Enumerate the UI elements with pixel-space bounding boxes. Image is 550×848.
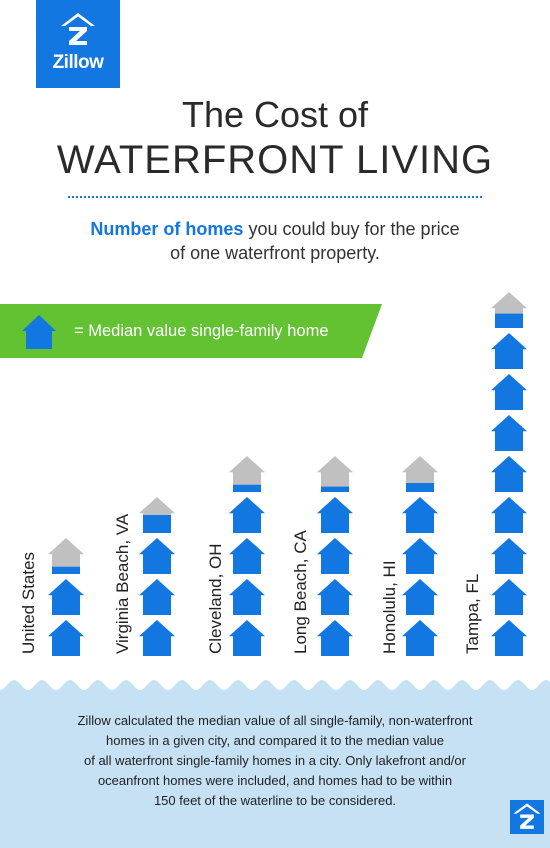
house-mark [402,497,438,533]
subtitle: Number of homes you could buy for the pr… [40,217,510,265]
title-line-2: WATERFRONT LIVING [56,138,494,182]
house-mark [139,497,175,533]
category-label: United States [19,552,38,654]
category-label: Tampa, FL [463,574,482,654]
house-mark [402,456,438,492]
house-mark [402,538,438,574]
zillow-wordmark: Zillow [52,52,104,73]
zillow-logo-icon [61,13,95,45]
house-mark [402,620,438,656]
house-mark [491,538,527,574]
subtitle-line-2: of one waterfront property. [170,243,380,263]
house-mark [491,292,527,328]
house-mark [139,538,175,574]
water-wave [0,680,550,848]
house-mark [491,415,527,451]
house-mark [317,620,353,656]
category-label: Cleveland, OH [206,543,225,654]
house-mark [402,579,438,615]
house-mark [229,538,265,574]
house-mark [491,620,527,656]
water-background [0,665,550,848]
subtitle-rest: you could buy for the price [243,219,460,239]
house-mark [229,620,265,656]
category-label: Honolulu, HI [380,560,399,654]
house-mark [317,497,353,533]
footnote-line: homes in a given city, and compared it t… [106,733,444,748]
footnote-line: of all waterfront single-family homes in… [84,753,466,768]
house-mark [491,333,527,369]
category-label: Long Beach, CA [291,530,310,654]
footnote: Zillow calculated the median value of al… [30,711,520,811]
zillow-logo: Zillow [36,0,120,88]
house-mark [48,579,84,615]
house-mark [317,538,353,574]
corner-zillow-logo [510,800,544,834]
house-mark [48,620,84,656]
house-mark [491,579,527,615]
house-mark [139,620,175,656]
category-label: Virginia Beach, VA [113,513,132,654]
footnote-line: 150 feet of the waterline to be consider… [153,793,397,808]
house-mark [139,579,175,615]
house-icon [22,315,56,349]
legend-text: = Median value single-family home [74,322,329,340]
house-mark [229,579,265,615]
title-line-1: The Cost of [181,94,369,135]
house-mark [229,456,265,492]
house-mark [491,456,527,492]
house-mark [229,497,265,533]
title-divider [68,196,482,198]
house-mark [48,538,84,574]
footnote-line: Zillow calculated the median value of al… [77,713,473,728]
footnote-line: oceanfront homes were included, and home… [97,773,453,788]
zillow-logo-icon [513,803,541,829]
legend-bar-background [0,304,382,358]
house-mark [491,497,527,533]
house-mark [317,579,353,615]
subtitle-highlight: Number of homes [90,219,244,239]
house-mark [491,374,527,410]
legend-bar: = Median value single-family home [0,304,382,358]
house-mark [317,456,353,492]
